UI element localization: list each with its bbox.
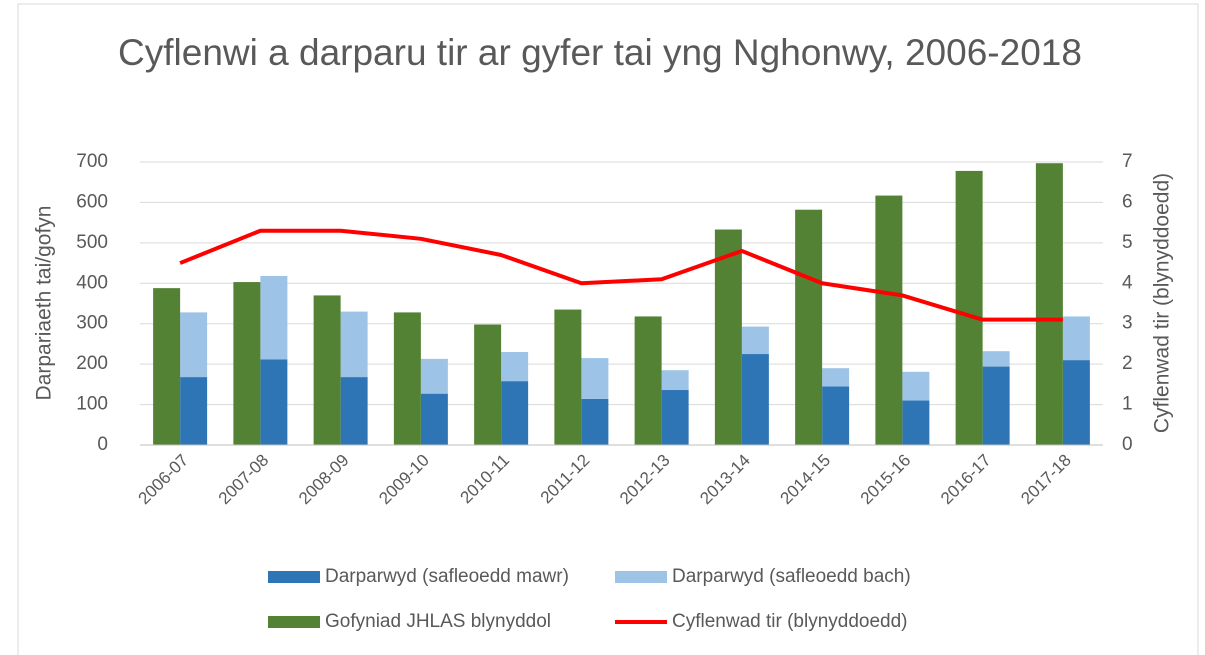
chart-border: [17, 3, 1199, 655]
bar: [661, 390, 689, 445]
y-tick-label: 700: [76, 151, 108, 172]
bar: [501, 381, 529, 445]
bar: [741, 326, 769, 355]
y2-tick-label: 3: [1122, 313, 1133, 334]
y-axis-label: Darpariaeth tai/gofyn: [33, 206, 56, 401]
y-tick-label: 200: [76, 353, 108, 374]
bar: [822, 386, 850, 445]
bar: [581, 358, 609, 399]
legend-label: Gofyniad JHLAS blynyddol: [325, 611, 551, 632]
bar: [1062, 360, 1090, 445]
bar: [474, 324, 502, 445]
bar: [955, 170, 983, 445]
line: [179, 228, 1063, 322]
chart-title: Cyflenwi a darparu tir ar gyfer tai yng …: [118, 32, 1082, 73]
bar: [982, 366, 1010, 445]
x-tick-label: 2015-16: [857, 451, 915, 509]
legend-label: Darparwyd (safleoedd mawr): [325, 566, 569, 587]
bar: [554, 309, 582, 445]
y2-tick-label: 2: [1122, 353, 1133, 374]
x-tick-label: 2010-11: [456, 451, 513, 508]
y-tick-label: 500: [76, 232, 108, 253]
x-tick-label: 2008-09: [295, 451, 353, 509]
bar: [1035, 163, 1063, 445]
x-tick-label: 2017-18: [1017, 451, 1075, 509]
y-tick-label: 100: [76, 394, 108, 415]
bar: [313, 295, 341, 445]
bar: [741, 354, 769, 445]
bar: [420, 393, 448, 445]
x-tick-label: 2014-15: [777, 451, 835, 509]
bar: [902, 371, 930, 401]
bar: [875, 195, 903, 445]
bar: [260, 276, 288, 360]
legend-label: Cyflenwad tir (blynyddoedd): [672, 611, 908, 632]
y2-tick-label: 7: [1122, 151, 1133, 172]
x-tick-label: 2007-08: [215, 451, 273, 509]
bar: [260, 359, 288, 445]
x-tick-label: 2013-14: [696, 451, 754, 509]
legend-swatch: [615, 571, 667, 583]
legend-swatch: [268, 571, 320, 583]
bar: [822, 368, 850, 387]
bar: [501, 352, 529, 382]
x-tick-label: 2012-13: [616, 451, 674, 509]
y2-axis-label: Cyflenwad tir (blynyddoedd): [1151, 173, 1174, 433]
y2-tick-label: 4: [1122, 272, 1133, 293]
x-tick-label: 2011-12: [537, 451, 594, 508]
bar: [902, 400, 930, 445]
y-tick-label: 300: [76, 313, 108, 334]
y-tick-label: 600: [76, 191, 108, 212]
legend-label: Darparwyd (safleoedd bach): [672, 566, 911, 587]
y2-tick-label: 5: [1122, 232, 1133, 253]
x-tick-label: 2009-10: [375, 451, 433, 509]
bar: [1062, 316, 1090, 361]
y-tick-label: 0: [97, 434, 108, 455]
x-tick-label: 2006-07: [135, 451, 193, 509]
bar: [340, 377, 368, 445]
bar: [153, 288, 181, 445]
bar: [714, 229, 742, 445]
bar: [340, 311, 368, 378]
bar: [795, 209, 823, 445]
bar: [233, 282, 261, 445]
bar: [180, 312, 208, 378]
bar: [581, 398, 609, 445]
bar: [420, 358, 448, 394]
bar: [634, 316, 662, 445]
y2-tick-label: 6: [1122, 191, 1133, 212]
bar: [982, 351, 1010, 367]
x-tick-label: 2016-17: [937, 451, 995, 509]
bar: [393, 312, 421, 445]
y-tick-label: 400: [76, 272, 108, 293]
y2-tick-label: 0: [1122, 434, 1133, 455]
bar: [180, 377, 208, 445]
bar: [661, 370, 689, 391]
legend-swatch: [268, 616, 320, 628]
y2-tick-label: 1: [1122, 394, 1133, 415]
